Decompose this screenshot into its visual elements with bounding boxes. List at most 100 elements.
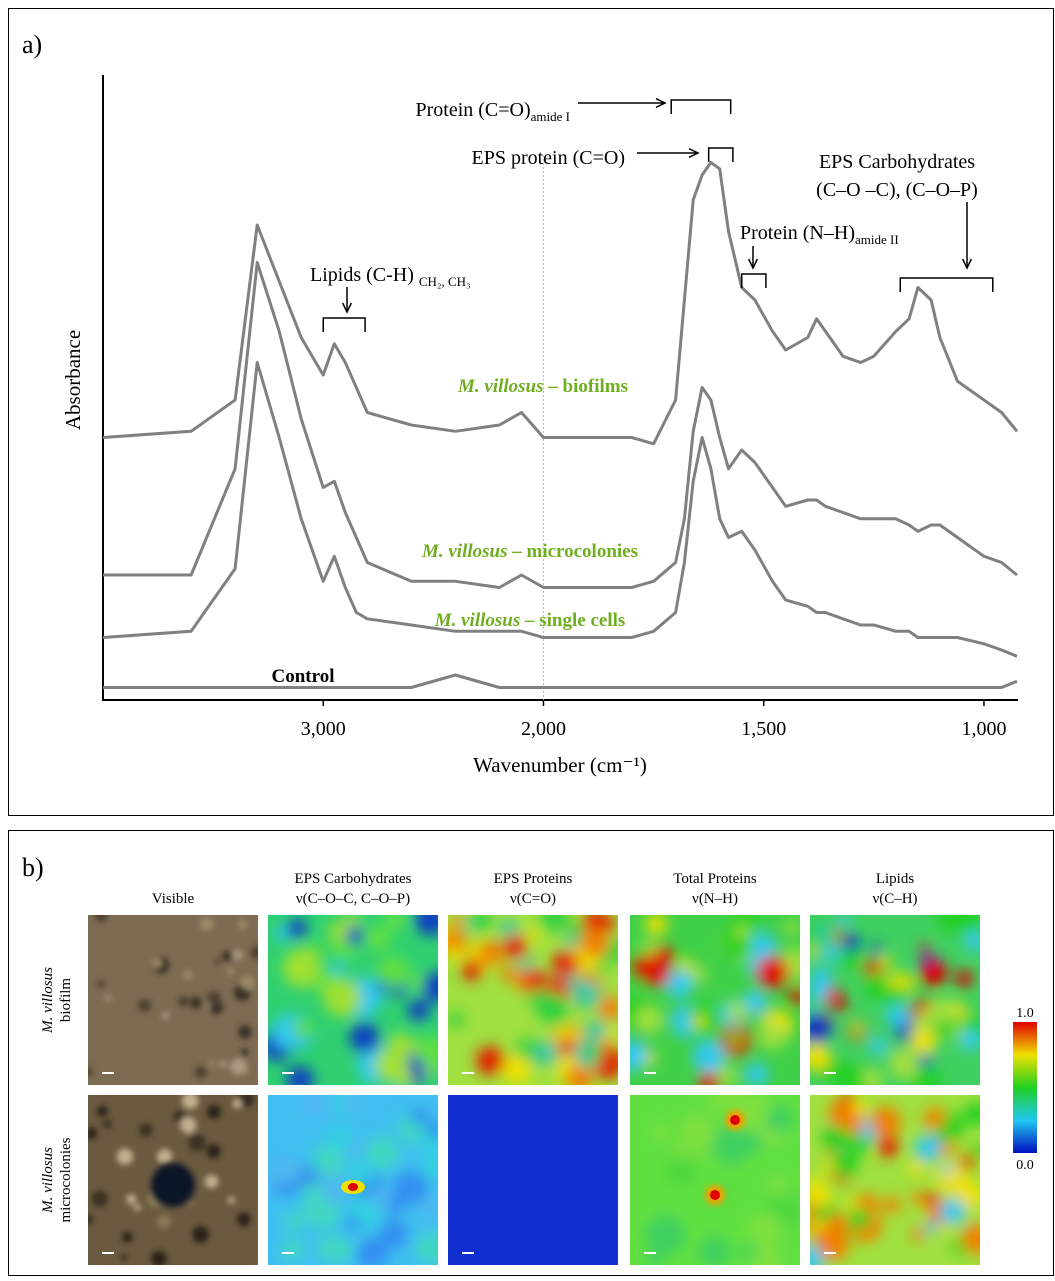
annotation: Protein (C=O)amide I	[416, 99, 571, 124]
map-blob	[969, 1144, 980, 1160]
map-blob	[361, 1066, 380, 1085]
map-blob	[206, 991, 222, 1006]
map-blob	[194, 1066, 208, 1079]
map-blob	[677, 957, 691, 971]
map-texture	[268, 915, 438, 1085]
map-blob	[919, 959, 948, 987]
bracket	[322, 317, 366, 332]
colorbar	[1013, 1022, 1037, 1153]
annotation: Protein (N–H)amide II	[740, 222, 899, 247]
map-texture	[448, 915, 618, 1085]
column-subtitle: ν(C–O–C, C–O–P)	[296, 891, 410, 907]
map-blob	[298, 1095, 330, 1118]
map-blob	[268, 1177, 275, 1191]
map-blob	[188, 1134, 206, 1152]
map-blob	[463, 918, 475, 930]
annotation-subscript: amide I	[531, 109, 570, 124]
map-blob	[230, 1058, 247, 1075]
map-blob	[94, 915, 108, 922]
map-blob	[717, 1095, 743, 1108]
map-blob	[177, 995, 189, 1008]
column-title: Lipids	[876, 871, 914, 887]
map-blob	[915, 1010, 934, 1029]
map-blob	[953, 915, 980, 932]
map-blob	[924, 1221, 937, 1235]
map-blob	[742, 990, 768, 1015]
map-blob	[471, 915, 493, 931]
map-blob	[734, 924, 750, 940]
map-blob	[346, 1141, 362, 1157]
map-texture	[88, 915, 258, 1079]
map-blob	[706, 1096, 722, 1113]
map-blob	[206, 1144, 221, 1159]
map-blob	[214, 958, 221, 965]
map-blob	[500, 965, 516, 982]
map-texture	[810, 915, 980, 1085]
map-blob	[698, 1235, 731, 1265]
map-blob	[409, 1107, 428, 1126]
map-blob	[850, 1021, 864, 1035]
map-blob	[274, 925, 290, 942]
map-blob	[241, 1048, 249, 1056]
map-blob	[968, 1231, 980, 1247]
map-blob	[886, 974, 900, 988]
annotation-text: (C–O –C), (C–O–P)	[816, 179, 978, 201]
map-image	[268, 915, 438, 1085]
annotation-text: Lipids (C-H)	[310, 264, 419, 286]
map-texture	[630, 915, 800, 1085]
map-blob	[841, 1095, 854, 1104]
map-blob	[120, 1254, 128, 1262]
map-blob	[757, 1021, 787, 1050]
map-blob	[784, 919, 800, 935]
map-blob	[923, 1107, 946, 1130]
map-blob	[377, 956, 409, 988]
map-texture	[810, 1095, 980, 1265]
column-title: Total Proteins	[673, 871, 757, 887]
spectrum-line	[102, 161, 1019, 446]
map-blob	[748, 1212, 782, 1247]
map-image	[88, 1095, 258, 1265]
map-blob	[727, 1030, 743, 1045]
map-blob	[416, 1036, 438, 1067]
map-blob	[744, 1062, 769, 1085]
map-blob	[327, 1126, 352, 1151]
map-blob	[364, 925, 391, 951]
panel-a-frame	[8, 8, 1054, 816]
map-blob	[374, 1047, 410, 1083]
map-image	[810, 915, 980, 1085]
annotation: Lipids (C-H) CH₂, CH₃	[310, 264, 471, 289]
map-blob	[858, 1068, 884, 1085]
x-tick-label: 2,000	[521, 718, 566, 740]
map-blob	[192, 1226, 210, 1243]
map-blob	[821, 944, 839, 962]
map-blob	[232, 1099, 242, 1109]
map-blob	[182, 969, 193, 980]
map-blob	[227, 1196, 235, 1204]
map-blob	[365, 1135, 400, 1170]
map-blob	[421, 971, 438, 1003]
map-blob	[312, 1144, 344, 1177]
map-blob	[422, 1196, 438, 1220]
map-blob	[286, 918, 308, 939]
row-species: M. villosus	[40, 1147, 56, 1214]
arrow-head	[655, 97, 667, 109]
map-blob	[150, 1250, 167, 1265]
map-blob	[818, 926, 830, 938]
x-tick-label: 3,000	[301, 718, 346, 740]
map-blob	[219, 1060, 227, 1068]
map-blob	[664, 969, 693, 998]
map-blob	[533, 1040, 559, 1066]
series-label: Control	[272, 666, 335, 687]
map-blob	[461, 959, 483, 981]
map-blob	[121, 1231, 133, 1243]
map-blob	[425, 1120, 438, 1139]
arrow-head	[688, 147, 700, 159]
map-blob	[587, 1045, 603, 1062]
spectrum-line	[103, 261, 1018, 589]
map-blob	[580, 927, 610, 958]
map-blob	[540, 915, 569, 933]
map-image	[88, 915, 258, 1085]
map-image	[448, 1095, 618, 1265]
